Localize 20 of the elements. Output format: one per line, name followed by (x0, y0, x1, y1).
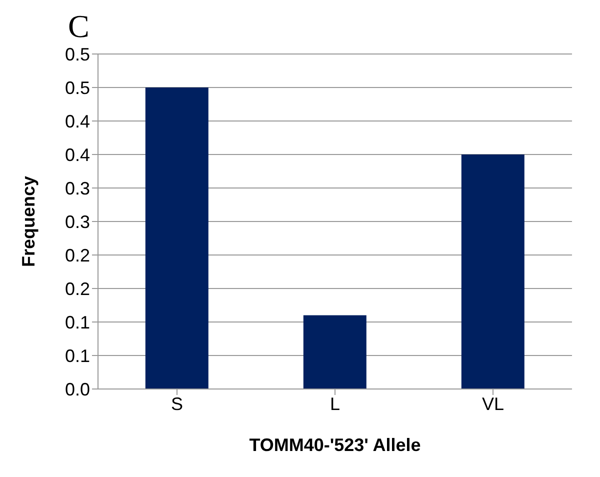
y-tick-label: 0.2 (64, 245, 90, 266)
y-tick-label: 0.5 (64, 44, 90, 64)
bar (461, 154, 524, 389)
y-tick-label: 0.5 (64, 78, 90, 98)
x-tick-label: L (330, 394, 340, 414)
y-tick-label: 0.1 (64, 346, 90, 366)
y-tick-label: 0.3 (64, 212, 90, 232)
y-tick-label: 0.1 (64, 312, 90, 332)
x-tick-label: S (170, 394, 184, 414)
bar (303, 315, 366, 389)
bar (145, 88, 208, 389)
chart-title: C (68, 8, 90, 45)
y-tick-label: 0.4 (64, 144, 90, 165)
x-tick-label: VL (482, 394, 504, 414)
y-tick-label: 0.2 (64, 278, 90, 299)
y-axis-title: Frequency (18, 176, 38, 268)
x-axis-title: TOMM40-'523' Allele (249, 435, 421, 455)
y-tick-label: 0.3 (64, 178, 90, 198)
y-tick-label: 0.4 (64, 111, 90, 132)
y-tick-label: 0.0 (64, 379, 90, 400)
